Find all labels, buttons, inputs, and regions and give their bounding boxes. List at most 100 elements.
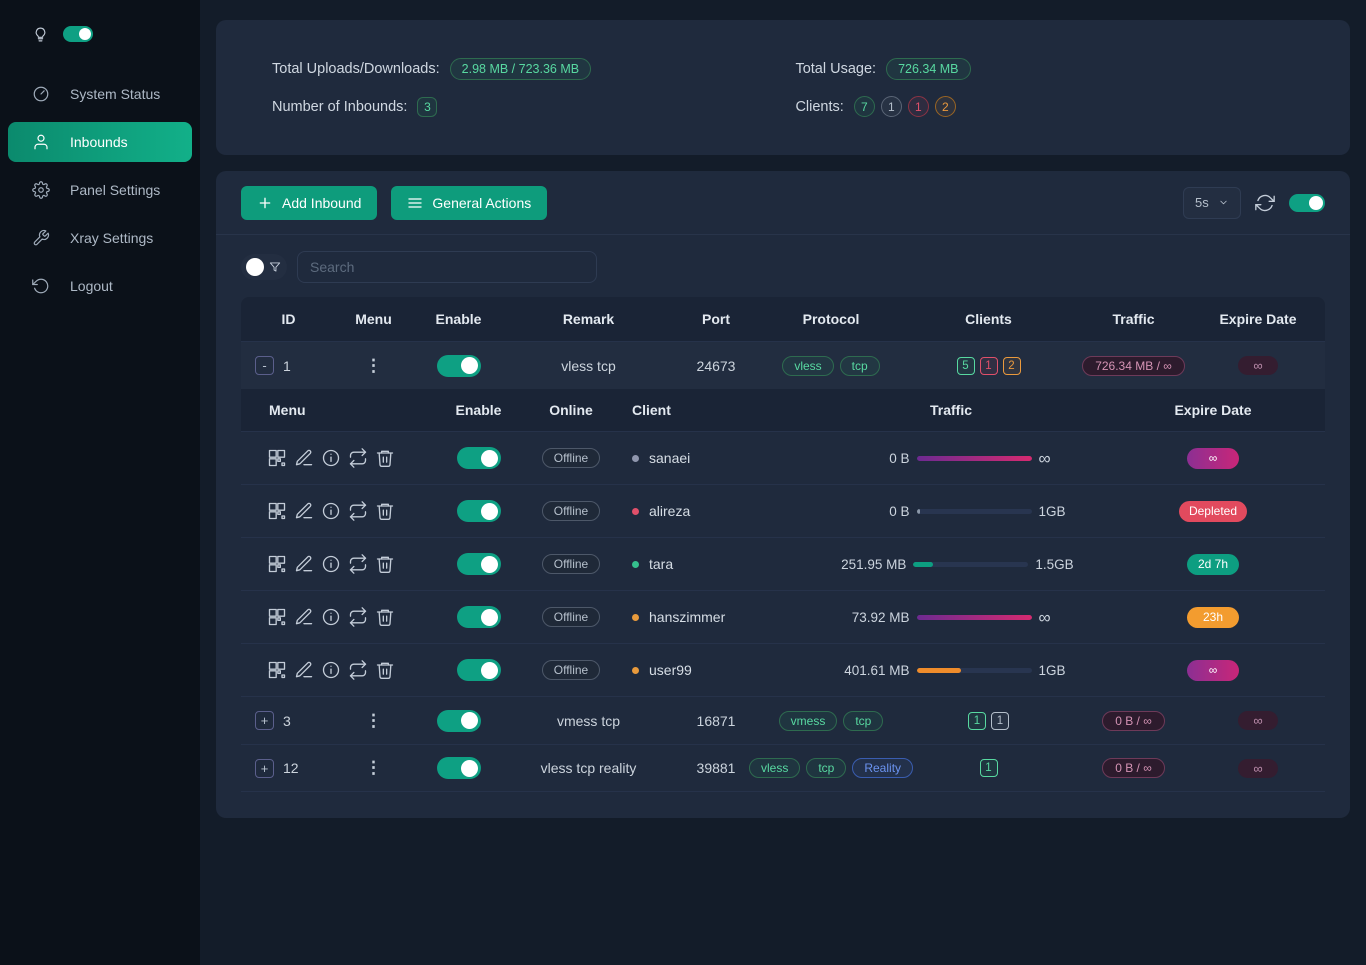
row-menu-icon[interactable]: ⋮ — [365, 355, 382, 375]
inbound-remark: vless tcp — [561, 357, 616, 374]
toolbar-right: 5s — [1183, 186, 1325, 219]
traffic-total: ∞ — [1038, 448, 1051, 468]
general-actions-button[interactable]: General Actions — [391, 185, 548, 220]
clients-online-count: 1 — [979, 759, 998, 777]
tool-icon — [32, 229, 50, 247]
qr-code-icon[interactable] — [267, 554, 287, 574]
expand-row-button[interactable]: + — [255, 758, 274, 778]
expire-badge: ∞ — [1238, 711, 1278, 730]
client-status-dot — [632, 507, 639, 515]
row-menu-icon[interactable]: ⋮ — [365, 758, 382, 777]
stat-value-badge: 726.34 MB — [886, 58, 971, 80]
client-enable-toggle[interactable] — [456, 659, 501, 681]
client-enable-toggle[interactable] — [456, 553, 501, 575]
delete-icon[interactable] — [375, 660, 395, 680]
info-icon[interactable] — [321, 448, 341, 468]
clients-online-count: 5 — [956, 356, 975, 375]
info-icon[interactable] — [321, 554, 341, 574]
online-status-badge: Offline — [541, 660, 601, 680]
sidebar-item-label: Inbounds — [70, 134, 128, 150]
client-enable-toggle[interactable] — [456, 500, 501, 522]
theme-toggle[interactable] — [63, 26, 93, 42]
sidebar-item-system-status[interactable]: System Status — [0, 70, 200, 118]
edit-icon[interactable] — [294, 501, 314, 521]
sidebar-nav: System Status Inbounds Panel Settings Xr… — [0, 70, 200, 310]
clients-online-count: 1 — [968, 711, 986, 730]
qr-code-icon[interactable] — [267, 660, 287, 680]
inbound-enable-toggle[interactable] — [436, 757, 481, 779]
stat-label: Number of Inbounds: — [272, 98, 408, 115]
protocol-badge: vmess — [778, 710, 838, 731]
info-icon[interactable] — [321, 607, 341, 627]
info-icon[interactable] — [321, 501, 341, 521]
sidebar-item-xray-settings[interactable]: Xray Settings — [0, 214, 200, 262]
column-header: Expire Date — [1219, 311, 1297, 327]
client-status-dot — [632, 613, 639, 621]
traffic-progress-bar — [916, 614, 1032, 620]
inbound-id: 12 — [283, 760, 299, 776]
auto-refresh-toggle[interactable] — [1289, 193, 1325, 212]
sidebar-item-panel-settings[interactable]: Panel Settings — [0, 166, 200, 214]
info-icon[interactable] — [321, 660, 341, 680]
delete-icon[interactable] — [375, 554, 395, 574]
qr-code-icon[interactable] — [267, 501, 287, 521]
column-header: Online — [549, 402, 593, 418]
delete-icon[interactable] — [375, 501, 395, 521]
general-actions-label: General Actions — [432, 194, 532, 211]
refresh-interval-select[interactable]: 5s — [1183, 186, 1241, 219]
delete-icon[interactable] — [375, 448, 395, 468]
qr-code-icon[interactable] — [267, 607, 287, 627]
expand-row-button[interactable]: + — [255, 711, 274, 730]
inbound-row: + 12 ⋮ vless tcp reality 39881 vless tcp… — [241, 744, 1325, 792]
edit-icon[interactable] — [294, 554, 314, 574]
filter-toggle-knob — [246, 258, 264, 276]
edit-icon[interactable] — [294, 607, 314, 627]
filter-funnel-icon — [268, 260, 282, 274]
refresh-icon[interactable] — [1255, 193, 1275, 213]
collapse-row-button[interactable]: - — [255, 356, 274, 375]
plus-icon — [257, 195, 273, 211]
gauge-icon — [32, 85, 50, 103]
clients-depleted-count: 1 — [979, 356, 998, 375]
inbound-enable-toggle[interactable] — [436, 354, 481, 377]
inbound-enable-toggle[interactable] — [436, 709, 481, 732]
reset-traffic-icon[interactable] — [348, 501, 368, 521]
stat-label: Total Usage: — [795, 61, 877, 77]
clients-depleted-count: 1 — [907, 96, 929, 117]
add-inbound-button[interactable]: Add Inbound — [241, 185, 378, 220]
traffic-badge: 0 B / ∞ — [1102, 710, 1165, 731]
chevron-down-icon — [1218, 197, 1229, 208]
traffic-progress-bar — [916, 455, 1032, 461]
reset-traffic-icon[interactable] — [348, 554, 368, 574]
inbounds-table: ID Menu Enable Remark Port Protocol Clie… — [241, 297, 1325, 792]
sidebar-item-logout[interactable]: Logout — [0, 262, 200, 310]
online-status-badge: Offline — [541, 607, 601, 627]
add-inbound-label: Add Inbound — [282, 194, 362, 211]
expire-badge: Depleted — [1178, 500, 1248, 522]
sidebar-item-inbounds[interactable]: Inbounds — [8, 122, 192, 162]
edit-icon[interactable] — [294, 660, 314, 680]
edit-icon[interactable] — [294, 448, 314, 468]
client-name: alireza — [649, 503, 691, 519]
refresh-interval-value: 5s — [1195, 195, 1209, 210]
row-menu-icon[interactable]: ⋮ — [365, 710, 382, 730]
search-input[interactable] — [297, 251, 597, 283]
column-header: Client — [632, 402, 671, 418]
filter-toggle[interactable] — [241, 254, 287, 280]
reset-traffic-icon[interactable] — [348, 660, 368, 680]
delete-icon[interactable] — [375, 607, 395, 627]
sidebar-item-label: Logout — [70, 278, 113, 294]
client-enable-toggle[interactable] — [456, 447, 501, 469]
clients-online-count: 7 — [853, 96, 875, 117]
client-enable-toggle[interactable] — [456, 606, 501, 628]
qr-code-icon[interactable] — [267, 448, 287, 468]
traffic-progress-bar — [916, 508, 1032, 514]
expire-badge: ∞ — [1187, 447, 1239, 469]
theme-row — [0, 16, 200, 52]
reset-traffic-icon[interactable] — [348, 607, 368, 627]
traffic-badge: 726.34 MB / ∞ — [1082, 355, 1185, 376]
traffic-used: 0 B — [889, 450, 910, 466]
reset-traffic-icon[interactable] — [348, 448, 368, 468]
expire-badge: ∞ — [1238, 758, 1278, 778]
reality-badge: Reality — [852, 758, 914, 778]
